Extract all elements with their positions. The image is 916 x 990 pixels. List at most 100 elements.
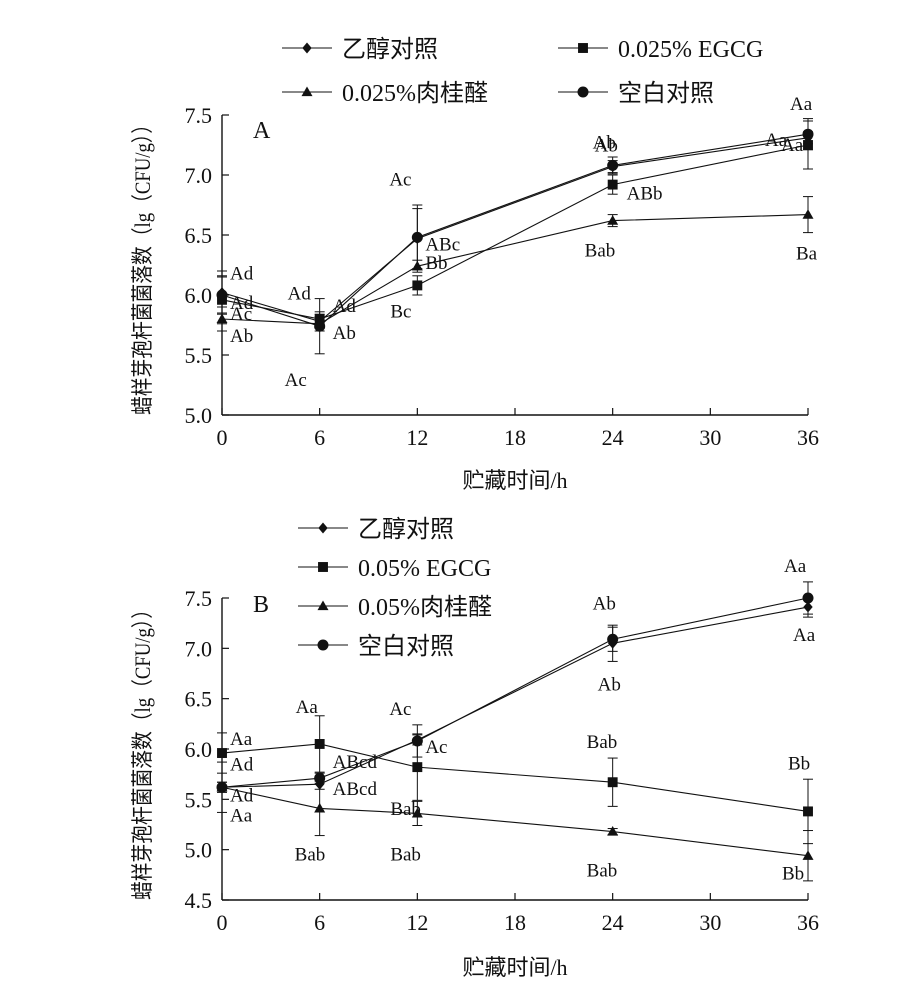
significance-label: Ab: [595, 136, 618, 157]
y-tick-label: 6.5: [185, 223, 213, 248]
legend-label: 空白对照: [618, 80, 714, 107]
series-line: [221, 214, 809, 325]
legend-marker: [302, 42, 312, 54]
legend-marker: [317, 600, 329, 611]
x-tick-label: 24: [602, 425, 624, 450]
significance-label: Bab: [295, 844, 326, 865]
data-point: [607, 215, 619, 225]
significance-label: Ab: [593, 132, 616, 153]
y-tick-label: 5.0: [185, 403, 213, 428]
x-tick-label: 0: [217, 425, 228, 450]
legend-label: 乙醇对照: [358, 516, 454, 543]
data-point: [802, 592, 814, 604]
x-tick-label: 12: [406, 425, 428, 450]
data-point: [607, 826, 619, 836]
panel-label: A: [253, 118, 271, 144]
legend-item: 0.025%肉桂醛: [282, 80, 488, 107]
data-point: [216, 289, 228, 301]
significance-label: ABcd: [333, 779, 378, 800]
legend-marker: [318, 562, 328, 572]
significance-label: Bb: [788, 753, 810, 774]
legend-item: 乙醇对照: [298, 516, 454, 543]
data-point: [803, 806, 813, 817]
series-line: [221, 743, 809, 812]
data-point: [411, 231, 423, 243]
x-tick-label: 30: [699, 425, 721, 450]
significance-label: Bab: [390, 799, 421, 820]
data-point: [216, 781, 228, 793]
significance-label: Ab: [333, 323, 356, 344]
data-point: [607, 179, 618, 190]
x-tick-label: 12: [406, 910, 428, 935]
significance-label: Bab: [587, 732, 618, 753]
legend-label: 0.05% EGCG: [358, 556, 491, 582]
legend-label: 0.025% EGCG: [618, 37, 763, 63]
x-tick-label: 24: [602, 910, 624, 935]
legend-marker: [578, 43, 588, 53]
legend-item: 空白对照: [558, 80, 714, 107]
legend-item: 0.05%肉桂醛: [298, 594, 492, 621]
significance-label: Ab: [230, 326, 253, 347]
y-axis-label: 蜡样芽孢杆菌菌落数（lg（CFU/g））: [130, 115, 155, 415]
significance-label: Ad: [230, 293, 254, 314]
series-line: [221, 597, 809, 788]
y-tick-label: 7.0: [185, 636, 213, 661]
data-point: [314, 318, 326, 328]
legend-label: 0.05%肉桂醛: [358, 594, 492, 621]
significance-label: Aa: [230, 729, 253, 750]
legend-marker: [301, 86, 313, 97]
y-axis-label: 蜡样芽孢杆菌菌落数（lg（CFU/g））: [130, 600, 155, 900]
x-tick-label: 6: [314, 910, 325, 935]
significance-label: Aa: [793, 625, 816, 646]
significance-label: Ad: [230, 785, 254, 806]
legend-item: 0.05% EGCG: [298, 556, 491, 582]
significance-label: ABc: [425, 235, 460, 256]
y-tick-label: 6.5: [185, 687, 213, 712]
significance-label: Ad: [230, 754, 254, 775]
data-point: [314, 739, 325, 749]
x-tick-label: 30: [699, 910, 721, 935]
significance-label: Ba: [796, 244, 818, 265]
legend-label: 乙醇对照: [342, 36, 438, 63]
significance-label: Bb: [782, 864, 804, 885]
y-tick-label: 4.5: [185, 888, 213, 913]
data-point: [802, 850, 814, 860]
y-tick-label: 6.0: [185, 737, 213, 762]
significance-label: Ac: [425, 737, 447, 758]
y-tick-label: 5.5: [185, 343, 213, 368]
significance-label: Ac: [389, 699, 411, 720]
x-axis-label: 贮藏时间/h: [462, 955, 567, 980]
significance-label: Aa: [784, 556, 807, 577]
chart-panel-b: 0 6 12 18 24 30 36 4.5 5.0 5.5 6.0 6.5 7.0 7.5 贮藏时间/h 蜡…: [130, 516, 819, 980]
data-point: [607, 159, 619, 171]
x-tick-label: 0: [217, 910, 228, 935]
significance-label: ABcd: [333, 752, 378, 773]
x-tick-label: 18: [504, 910, 526, 935]
legend-marker: [317, 639, 329, 651]
significance-label: Aa: [230, 805, 253, 826]
significance-label: Ad: [230, 264, 254, 285]
significance-label: Ac: [285, 370, 307, 391]
x-tick-label: 6: [314, 425, 325, 450]
data-point: [314, 772, 326, 784]
significance-label: Ad: [333, 296, 357, 317]
significance-label: Bc: [390, 301, 411, 322]
y-tick-label: 5.5: [185, 787, 213, 812]
significance-label: Aa: [296, 697, 319, 718]
y-tick-label: 7.5: [185, 103, 213, 128]
data-point: [607, 777, 618, 788]
significance-label: Ad: [288, 283, 312, 304]
data-point: [217, 748, 227, 758]
series-series: Ad ABcd Ac Ab Aa: [216, 556, 814, 806]
legend-label: 空白对照: [358, 633, 454, 660]
series-0-05-egcg: Aa Aa Bab Bab Bb: [217, 697, 813, 845]
legend-label: 0.025%肉桂醛: [342, 80, 488, 107]
y-tick-label: 7.0: [185, 163, 213, 188]
x-tick-label: 18: [504, 425, 526, 450]
legend-marker: [318, 522, 328, 534]
data-point: [607, 633, 619, 645]
data-point: [412, 280, 423, 291]
